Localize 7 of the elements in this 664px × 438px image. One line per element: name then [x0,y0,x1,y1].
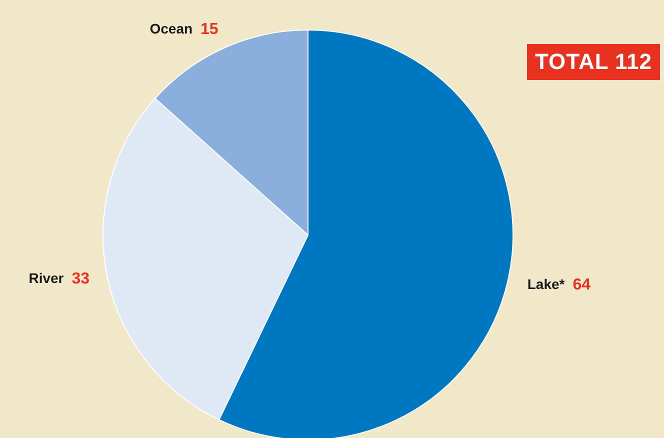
data-label: 64 [572,276,591,294]
slice-label: River [28,270,64,286]
data-label: 33 [72,270,90,288]
slice-label: Ocean [150,20,193,36]
text: TOTAL 112 [527,44,660,80]
data-label: 15 [200,21,218,38]
slice-label: Lake* [527,276,566,292]
